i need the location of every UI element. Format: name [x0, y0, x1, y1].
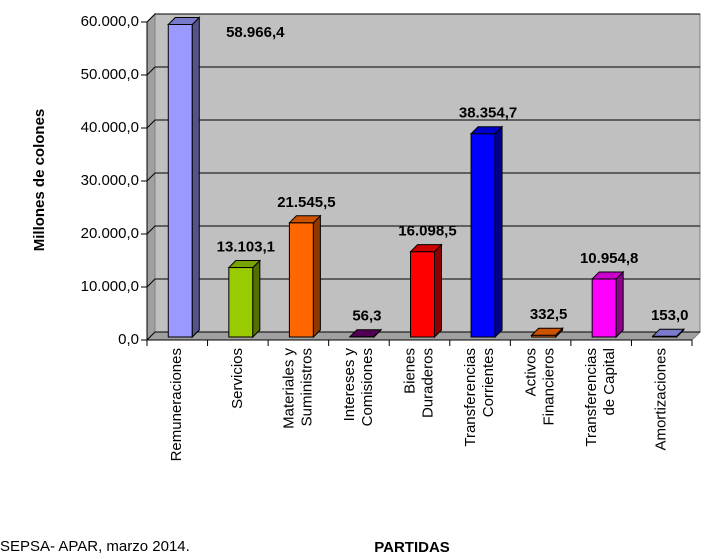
bar-side	[494, 125, 503, 339]
bar-top	[590, 271, 625, 280]
bar	[591, 278, 617, 338]
bar	[410, 251, 435, 338]
x-tick-label: Intereses y	[341, 348, 358, 422]
grid-line	[146, 278, 700, 288]
value-label: 332,5	[530, 306, 568, 323]
x-tick-label: Transferencias	[462, 348, 479, 447]
x-tick-label: Remuneraciones	[168, 348, 185, 461]
value-label: 56,3	[352, 308, 381, 325]
bar-top	[469, 126, 504, 135]
y-tick-label: 60.000,0	[81, 13, 139, 30]
value-label: 10.954,8	[580, 250, 638, 267]
x-tick-label: Bienes	[401, 348, 418, 394]
bar-top	[348, 329, 383, 338]
x-tick-label: Materiales y	[280, 348, 297, 429]
x-tick-label: Amortizaciones	[653, 348, 670, 451]
bar	[228, 267, 254, 338]
grid-line	[146, 13, 700, 23]
x-tick-label: de Capital	[601, 348, 618, 416]
bar-top	[409, 244, 443, 253]
bar-side	[191, 16, 200, 339]
grid-line	[146, 331, 700, 341]
value-label: 58.966,4	[226, 24, 285, 41]
x-tick-label: Activos	[523, 348, 540, 396]
y-tick-label: 50.000,0	[81, 66, 139, 83]
x-tick-label: Comisiones	[359, 348, 376, 426]
y-tick-label: 10.000,0	[81, 278, 139, 295]
bar-side	[252, 259, 261, 339]
grid-line	[146, 225, 700, 235]
grid-line	[146, 66, 700, 76]
bar-top	[651, 328, 685, 337]
value-label: 16.098,5	[398, 223, 456, 240]
value-label: 13.103,1	[217, 239, 275, 256]
y-tick-label: 30.000,0	[81, 172, 139, 189]
bar-side	[312, 214, 321, 339]
y-tick-label: 20.000,0	[81, 225, 139, 242]
bar-top	[530, 327, 564, 336]
bar-side	[434, 243, 442, 339]
bar-top	[227, 260, 262, 269]
value-label: 21.545,5	[277, 194, 335, 211]
bar-top	[167, 16, 201, 25]
bar-side	[615, 270, 624, 339]
y-tick-label: 0,0	[118, 331, 139, 348]
x-tick-label: Financieros	[541, 348, 558, 426]
bar-top	[288, 215, 322, 224]
y-tick-label: 40.000,0	[81, 119, 139, 136]
bar	[167, 23, 193, 338]
bar	[470, 133, 496, 338]
x-tick-label: Suministros	[298, 348, 315, 426]
value-label: 38.354,7	[459, 105, 517, 122]
x-axis-label: PARTIDAS	[374, 539, 450, 556]
x-tick-label: Corrientes	[480, 348, 497, 417]
grid-line	[146, 172, 700, 182]
grid-line	[146, 119, 700, 129]
x-tick-label: Servicios	[229, 348, 246, 409]
y-axis-label: Millones de colones	[31, 109, 48, 252]
x-tick-label: Transferencias	[583, 348, 600, 447]
bar	[288, 222, 314, 338]
source: SEPSA- APAR, marzo 2014.	[0, 538, 190, 555]
x-tick-label: Duraderos	[419, 348, 436, 418]
value-label: 153,0	[651, 307, 689, 324]
